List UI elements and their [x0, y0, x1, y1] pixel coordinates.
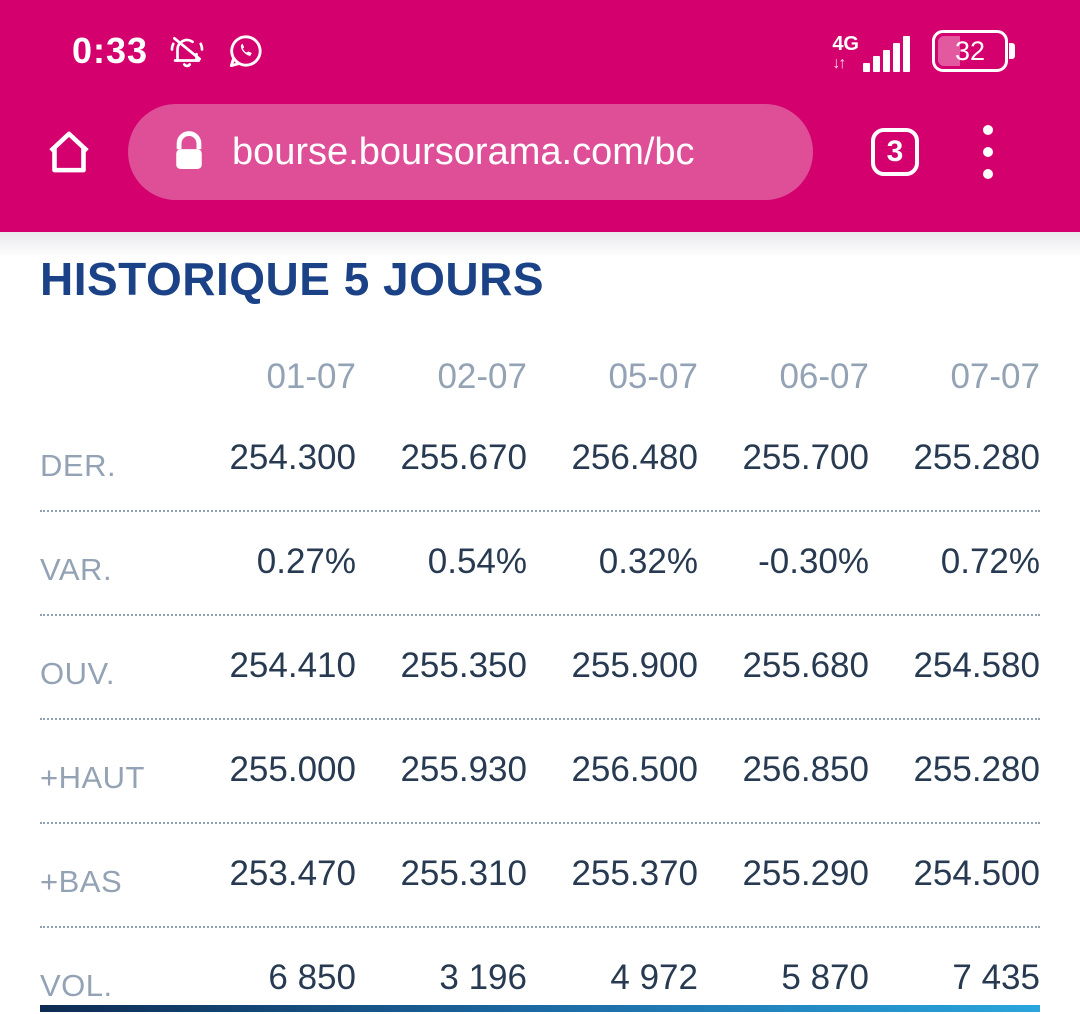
bell-muted-icon [168, 32, 206, 70]
header-spacer [40, 346, 185, 362]
cell-value: 0.32% [598, 542, 698, 581]
url-text: bourse.boursorama.com/bc [232, 130, 695, 173]
cell-value: 255.290 [742, 854, 869, 893]
cell-value: 255.680 [742, 646, 869, 685]
cell-value: 255.370 [571, 854, 698, 893]
cell-value: 254.410 [229, 646, 356, 685]
cell-value: 255.310 [400, 854, 527, 893]
browser-menu-button[interactable] [977, 119, 999, 185]
cell-value: 253.470 [229, 854, 356, 893]
lock-icon [176, 131, 202, 169]
row-label: DER. [40, 448, 117, 483]
cell-value: 255.930 [400, 750, 527, 789]
cell-value: 255.670 [400, 438, 527, 477]
network-type: 4G [832, 33, 859, 55]
date-header: 05-07 [608, 357, 698, 396]
tab-switcher-button[interactable]: 3 [871, 128, 919, 176]
url-bar[interactable]: bourse.boursorama.com/bc [128, 104, 813, 200]
table-header-row: 01-07 02-07 05-07 06-07 07-07 [40, 346, 1040, 408]
browser-chrome: 0:33 [0, 0, 1080, 232]
whatsapp-icon [226, 31, 266, 71]
cell-value: 255.280 [913, 438, 1040, 477]
cell-value: 256.850 [742, 750, 869, 789]
signal-bars-icon: 4G ↓↑ [832, 34, 910, 72]
bottom-gradient-divider [40, 1005, 1040, 1012]
status-right: 4G ↓↑ 32 [832, 16, 1015, 72]
row-label: +BAS [40, 864, 123, 899]
row-label: VOL. [40, 968, 113, 1003]
row-label: VAR. [40, 552, 113, 587]
tab-count: 3 [886, 135, 904, 168]
cell-value: 254.300 [229, 438, 356, 477]
status-left: 0:33 [72, 16, 266, 72]
table-row-der: DER. 254.300 255.670 256.480 255.700 255… [40, 408, 1040, 512]
battery-nub [1009, 43, 1015, 59]
cell-value: 255.900 [571, 646, 698, 685]
status-bar: 0:33 [0, 0, 1080, 88]
date-header: 06-07 [779, 357, 869, 396]
page-content: HISTORIQUE 5 JOURS 01-07 02-07 05-07 06-… [0, 232, 1080, 1014]
clock: 0:33 [72, 30, 149, 71]
cell-value: 6 850 [268, 958, 356, 997]
battery-percent: 32 [954, 35, 986, 66]
cell-value: 7 435 [952, 958, 1040, 997]
cell-value: 256.480 [571, 438, 698, 477]
browser-toolbar: bourse.boursorama.com/bc 3 [0, 88, 1080, 216]
date-header: 01-07 [266, 357, 356, 396]
cell-value: 255.280 [913, 750, 1040, 789]
history-table: 01-07 02-07 05-07 06-07 07-07 DER. 254.3… [40, 346, 1040, 1014]
cell-value: 3 196 [439, 958, 527, 997]
cell-value: -0.30% [758, 542, 869, 581]
row-label: OUV. [40, 656, 115, 691]
cell-value: 0.72% [940, 542, 1040, 581]
signal-strength-bars [863, 36, 910, 72]
table-row-bas: +BAS 253.470 255.310 255.370 255.290 254… [40, 824, 1040, 928]
table-row-var: VAR. 0.27% 0.54% 0.32% -0.30% 0.72% [40, 512, 1040, 616]
menu-dots-icon [983, 125, 993, 135]
table-row-haut: +HAUT 255.000 255.930 256.500 256.850 25… [40, 720, 1040, 824]
cell-value: 256.500 [571, 750, 698, 789]
date-header: 02-07 [437, 357, 527, 396]
network-activity-arrows: ↓↑ [832, 55, 846, 72]
battery-fill [938, 36, 961, 66]
battery-icon: 32 [932, 30, 1015, 72]
cell-value: 5 870 [781, 958, 869, 997]
date-header: 07-07 [950, 357, 1040, 396]
home-icon [49, 131, 89, 173]
home-button[interactable] [40, 123, 98, 181]
cell-value: 255.700 [742, 438, 869, 477]
table-row-ouv: OUV. 254.410 255.350 255.900 255.680 254… [40, 616, 1040, 720]
cell-value: 4 972 [610, 958, 698, 997]
cell-value: 255.000 [229, 750, 356, 789]
table-row-vol: VOL. 6 850 3 196 4 972 5 870 7 435 [40, 928, 1040, 1014]
row-label: +HAUT [40, 760, 145, 795]
cell-value: 254.580 [913, 646, 1040, 685]
page-title: HISTORIQUE 5 JOURS [40, 253, 545, 305]
cell-value: 0.54% [427, 542, 527, 581]
cell-value: 0.27% [256, 542, 356, 581]
cell-value: 255.350 [400, 646, 527, 685]
cell-value: 254.500 [913, 854, 1040, 893]
